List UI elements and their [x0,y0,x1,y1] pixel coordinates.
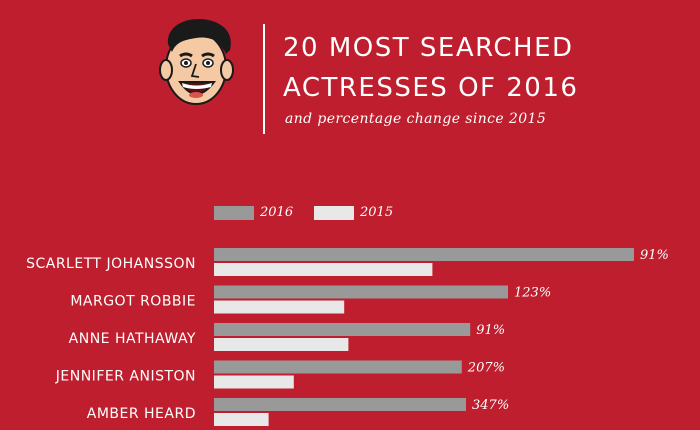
category-label-jennifer-aniston: JENNIFER ANISTON [55,369,196,385]
category-label-scarlett-johansson: SCARLETT JOHANSSON [26,256,196,272]
data-label-anne-hathaway: 91% [476,323,505,338]
title-line-2: ACTRESSES OF 2016 [283,73,579,103]
bar-2016-anne-hathaway [214,323,471,336]
category-label-margot-robbie: MARGOT ROBBIE [70,294,196,310]
page-subtitle: and percentage change since 2015 [285,111,547,127]
cartoon-man-face-icon [159,19,234,105]
page-title: 20 MOST SEARCHED ACTRESSES OF 2016 [283,28,683,108]
category-label-amber-heard: AMBER HEARD [87,406,196,422]
category-label-anne-hathaway: ANNE HATHAWAY [69,331,196,347]
bar-2016-scarlett-johansson [214,248,634,261]
title-line-1: 20 MOST SEARCHED [283,33,574,63]
bar-2015-amber-heard [214,413,269,426]
bar-2016-amber-heard [214,398,466,411]
data-label-amber-heard: 347% [472,398,509,413]
bar-2015-jennifer-aniston [214,375,294,389]
data-label-jennifer-aniston: 207% [467,361,505,376]
data-label-margot-robbie: 123% [514,286,551,301]
title-divider [263,24,265,134]
bar-2015-margot-robbie [214,300,345,314]
bar-2016-margot-robbie [214,285,508,299]
bar-2015-scarlett-johansson [214,263,433,276]
bar-2016-jennifer-aniston [214,360,462,374]
data-label-scarlett-johansson: 91% [640,248,669,263]
bar-2015-anne-hathaway [214,338,349,351]
